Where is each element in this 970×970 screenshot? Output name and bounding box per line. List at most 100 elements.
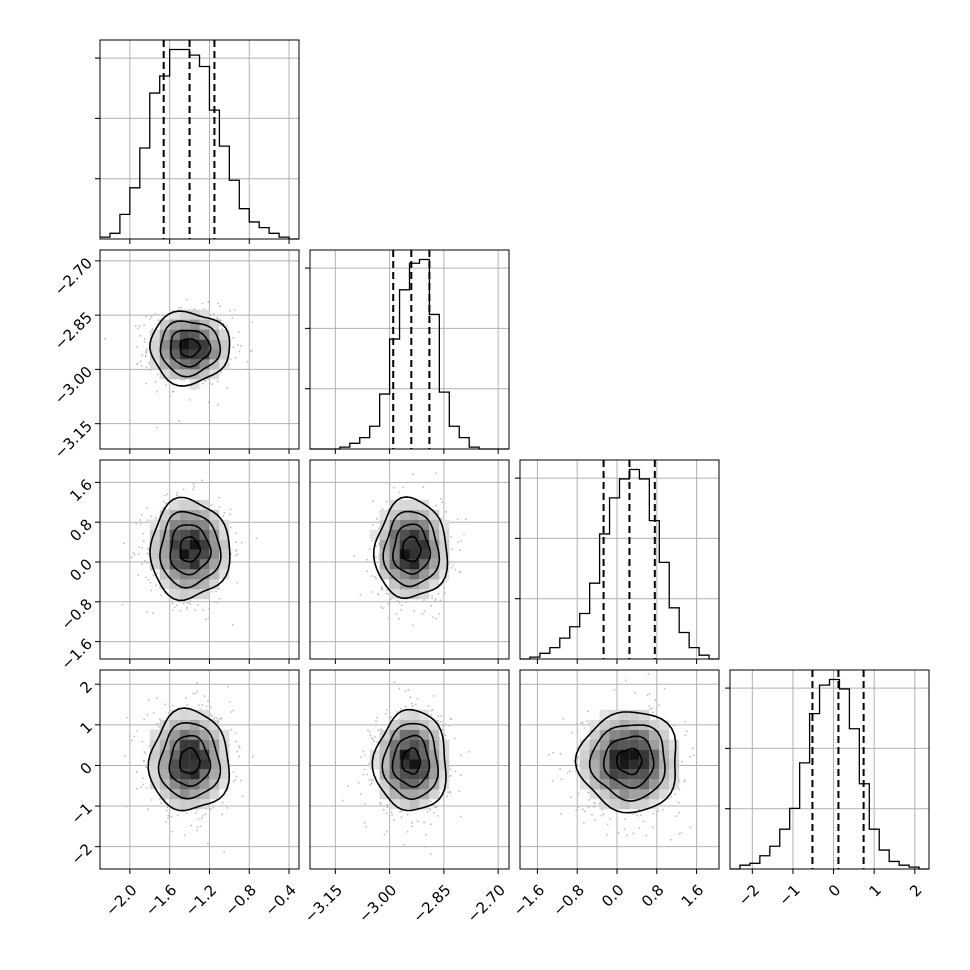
x-tick-label: 1.6 [678, 881, 708, 911]
sample-point [460, 754, 462, 756]
sample-point [439, 599, 442, 602]
sample-point [144, 315, 147, 318]
sample-point [371, 738, 374, 741]
sample-point [378, 527, 380, 529]
panel-frame [309, 249, 510, 450]
sample-point [403, 843, 406, 846]
sample-point [365, 825, 367, 828]
sample-point [140, 514, 143, 516]
sample-point [141, 777, 144, 780]
x-tick-label: −3.15 [301, 881, 346, 926]
density-cell [159, 369, 170, 380]
sample-point [416, 820, 419, 822]
sample-point [255, 537, 258, 540]
x-tick-label: −2.0 [102, 881, 140, 919]
sample-point [143, 341, 146, 343]
sample-point [369, 548, 371, 550]
sample-point [210, 504, 213, 507]
sample-point [219, 324, 222, 327]
sample-point [631, 813, 634, 815]
sample-point [220, 717, 223, 720]
density-cell [209, 339, 220, 350]
density-cell [629, 759, 640, 770]
sample-point [575, 723, 578, 726]
sample-point [396, 711, 398, 713]
sample-point [372, 778, 374, 781]
sample-point [425, 834, 428, 836]
sample-point [459, 774, 462, 777]
sample-point [183, 834, 186, 837]
sample-point [194, 811, 197, 814]
density-cell [219, 359, 230, 370]
sample-point [236, 750, 239, 753]
sample-point [392, 819, 395, 822]
sample-point [398, 491, 401, 494]
histogram-panel-param-4: −2 −1 0 1 2 [725, 669, 930, 909]
sample-point [147, 808, 149, 811]
sample-point [218, 496, 221, 499]
histogram-param-4 [730, 678, 929, 870]
sample-point [380, 606, 382, 608]
sample-point [229, 508, 232, 511]
sample-point [156, 390, 158, 393]
sample-point [143, 718, 146, 721]
sample-point [236, 581, 239, 584]
sample-point [218, 506, 221, 509]
density-cell [169, 589, 180, 600]
sample-point [459, 570, 462, 573]
density-cell [179, 579, 190, 590]
sample-point [152, 711, 155, 714]
sample-point [135, 522, 138, 525]
density-cell [159, 569, 170, 580]
y-tick-label: −3.15 [51, 417, 96, 462]
sample-point [144, 354, 147, 357]
sample-point [398, 687, 401, 690]
sample-point [652, 712, 654, 714]
density-cell [399, 759, 410, 770]
sample-point [430, 714, 433, 716]
panel-param-1-vs-param-2: −3.15−3.00−2.85−2.70 [51, 249, 300, 462]
sample-point [146, 713, 149, 716]
density-cell [599, 799, 610, 810]
grid [305, 250, 509, 449]
density-cell [209, 529, 220, 540]
sample-point [186, 298, 188, 301]
y-tick-label: 2 [77, 677, 96, 696]
sample-point [215, 590, 218, 593]
sample-point [141, 354, 144, 357]
sample-point [176, 492, 179, 494]
sample-point [142, 532, 144, 535]
sample-point [156, 373, 159, 376]
sample-point [411, 705, 414, 708]
sample-point [587, 710, 589, 713]
density-cell [179, 349, 190, 360]
sample-point [363, 768, 366, 771]
sample-point [143, 338, 146, 340]
sample-point [252, 755, 254, 758]
sample-point [179, 610, 182, 612]
contours [148, 310, 231, 387]
sample-point [387, 617, 390, 619]
y-tick-label: −2.85 [51, 308, 96, 353]
sample-point [447, 791, 450, 794]
sample-point [173, 606, 176, 609]
sample-point [437, 592, 440, 595]
sample-point [207, 700, 209, 702]
sample-point [202, 609, 205, 611]
sample-point [432, 695, 435, 697]
density-cell [159, 759, 170, 770]
sample-point [185, 607, 188, 610]
sample-point [180, 306, 183, 309]
sample-point [583, 727, 586, 730]
contour-level-2 [169, 524, 212, 576]
density-cell [179, 309, 190, 320]
sample-point [216, 380, 219, 382]
sample-point [238, 350, 241, 353]
sample-point [188, 399, 191, 401]
density-cell [199, 509, 210, 520]
x-tick-label: 0.8 [638, 881, 668, 911]
sample-point [192, 483, 195, 485]
density-cell [219, 539, 230, 550]
density-cell [219, 529, 230, 540]
density-cell [429, 569, 440, 580]
